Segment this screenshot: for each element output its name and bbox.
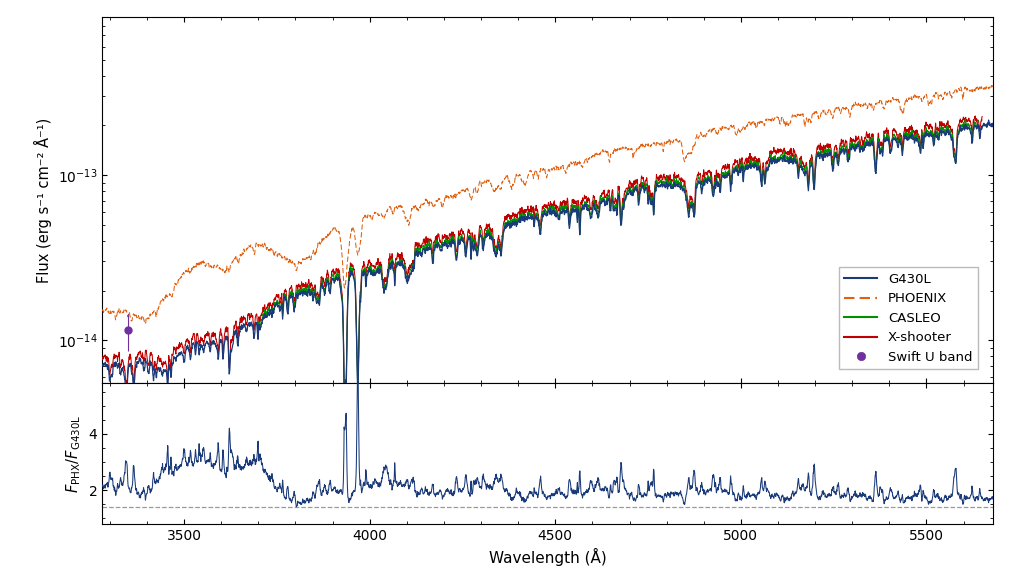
Y-axis label: Flux (erg s⁻¹ cm⁻² Å⁻¹): Flux (erg s⁻¹ cm⁻² Å⁻¹) [34,118,52,283]
Y-axis label: $F_{\mathrm{PHX}}/F_{\mathrm{G430L}}$: $F_{\mathrm{PHX}}/F_{\mathrm{G430L}}$ [65,414,83,492]
X-axis label: Wavelength (Å): Wavelength (Å) [489,548,606,566]
Legend: G430L, PHOENIX, CASLEO, X-shooter, Swift U band: G430L, PHOENIX, CASLEO, X-shooter, Swift… [840,267,978,369]
